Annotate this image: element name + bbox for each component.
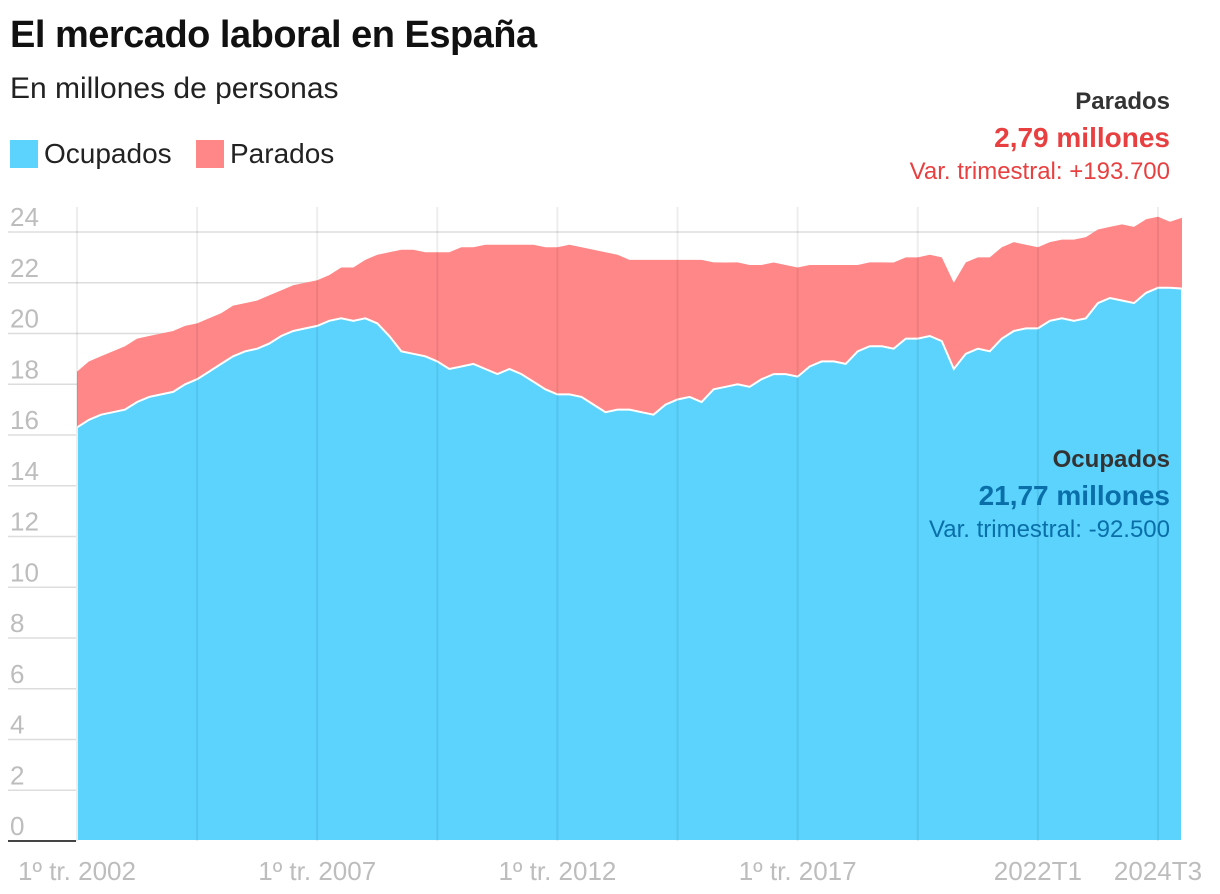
x-tick-label: 1º tr. 2017 <box>739 856 857 886</box>
y-tick-label: 14 <box>10 456 39 486</box>
chart-title: El mercado laboral en España <box>10 14 537 56</box>
legend-item-ocupados: Ocupados <box>10 138 172 170</box>
callout-parados-name: Parados <box>1075 88 1170 115</box>
x-tick-label: 2022T1 <box>994 856 1082 886</box>
y-tick-label: 0 <box>10 811 24 841</box>
y-tick-label: 2 <box>10 760 24 790</box>
x-tick-label: 1º tr. 2007 <box>258 856 376 886</box>
y-tick-label: 8 <box>10 608 24 638</box>
y-tick-label: 20 <box>10 304 39 334</box>
x-tick-label: 1º tr. 2012 <box>498 856 616 886</box>
y-tick-label: 18 <box>10 354 39 384</box>
callout-ocupados: Ocupados 21,77 millones Var. trimestral:… <box>929 446 1170 544</box>
y-tick-label: 22 <box>10 253 39 283</box>
legend-swatch-parados <box>196 140 224 168</box>
x-tick-label: 2024T3 <box>1114 856 1202 886</box>
callout-ocupados-name: Ocupados <box>1052 446 1170 473</box>
vertical-grid-layer <box>76 207 1159 841</box>
callout-ocupados-variation: Var. trimestral: -92.500 <box>929 516 1170 543</box>
y-tick-label: 12 <box>10 507 39 537</box>
y-tick-label: 10 <box>10 557 39 587</box>
callout-ocupados-value: 21,77 millones <box>978 480 1170 511</box>
y-tick-label: 6 <box>10 659 24 689</box>
y-tick-label: 16 <box>10 405 39 435</box>
legend-label-parados: Parados <box>230 138 335 169</box>
x-tick-label: 1º tr. 2002 <box>18 856 136 886</box>
callout-parados-variation: Var. trimestral: +193.700 <box>909 158 1170 185</box>
chart-subtitle: En millones de personas <box>10 72 339 105</box>
area-series-ocupados <box>76 286 1183 842</box>
legend-label-ocupados: Ocupados <box>44 138 172 169</box>
y-tick-label: 24 <box>10 202 39 232</box>
callout-parados: Parados 2,79 millones Var. trimestral: +… <box>910 88 1170 186</box>
area-series-parados <box>77 216 1182 428</box>
legend-swatch-ocupados <box>10 140 38 168</box>
legend-item-parados: Parados <box>196 138 334 170</box>
x-axis-ticks: 1º tr. 2002 1º tr. 2007 1º tr. 2012 1º tr. … <box>18 856 1202 886</box>
y-tick-label: 4 <box>10 710 24 740</box>
callout-parados-value: 2,79 millones <box>994 122 1170 153</box>
